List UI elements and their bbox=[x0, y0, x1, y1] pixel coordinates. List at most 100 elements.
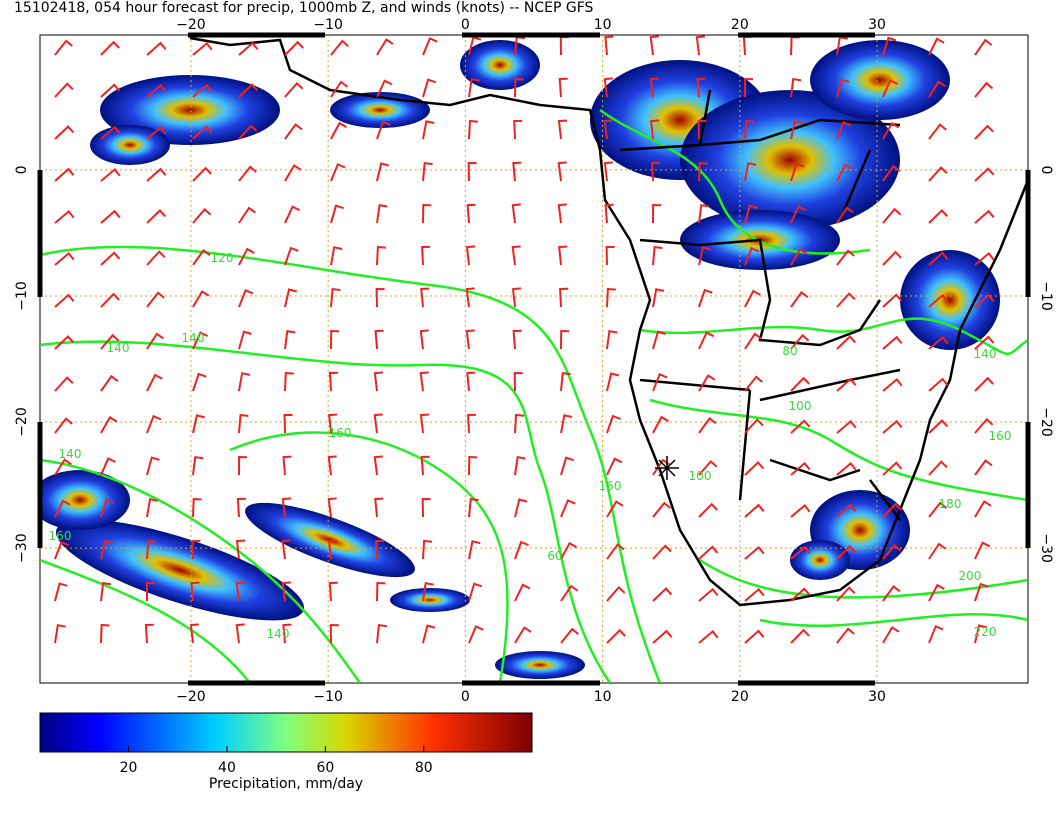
wind-barb bbox=[146, 125, 167, 140]
wind-barb bbox=[790, 162, 805, 182]
wind-barb bbox=[330, 121, 347, 140]
precipitation bbox=[40, 40, 1000, 679]
contour-label: 120 bbox=[211, 251, 234, 265]
wind-barb bbox=[100, 623, 110, 644]
wind-barb bbox=[560, 414, 573, 434]
wind-barb bbox=[974, 38, 993, 56]
y-tick-label: 0 bbox=[14, 165, 30, 174]
wind-barb bbox=[511, 203, 521, 224]
wind-barb bbox=[376, 245, 386, 266]
wind-barb bbox=[744, 545, 765, 560]
wind-barb bbox=[238, 330, 252, 350]
wind-barb bbox=[192, 331, 209, 350]
contour-label: 220 bbox=[974, 625, 997, 639]
wind-barb bbox=[511, 245, 521, 266]
wind-barb bbox=[465, 245, 476, 266]
contour-label: 60 bbox=[547, 549, 562, 563]
wind-barb bbox=[192, 497, 202, 518]
wind-barb bbox=[698, 246, 711, 266]
wind-barb bbox=[696, 77, 706, 98]
wind-barb bbox=[468, 625, 484, 644]
wind-barb bbox=[144, 623, 154, 644]
wind-barbs bbox=[54, 35, 995, 644]
colorbar-tick-label: 60 bbox=[316, 760, 334, 776]
wind-barb bbox=[330, 162, 346, 182]
wind-barb bbox=[192, 83, 213, 98]
wind-barb bbox=[882, 584, 901, 602]
contour-label: 160 bbox=[599, 479, 622, 493]
contour-label: 140 bbox=[107, 341, 130, 355]
wind-barb bbox=[744, 587, 765, 602]
wind-barb bbox=[836, 377, 857, 392]
wind-barb bbox=[284, 81, 304, 98]
wind-barb bbox=[974, 582, 989, 602]
wind-barb bbox=[284, 40, 304, 56]
wind-barb bbox=[652, 544, 672, 560]
wind-barb bbox=[744, 77, 754, 97]
wind-barb bbox=[928, 37, 945, 56]
wind-barb bbox=[744, 162, 757, 182]
wind-barb bbox=[54, 251, 75, 266]
title: 15102418, 054 hour forecast for precip, … bbox=[14, 0, 594, 16]
x-tick-label: 0 bbox=[461, 689, 470, 705]
contour-label: 200 bbox=[959, 569, 982, 583]
wind-barb bbox=[192, 41, 213, 56]
wind-barb bbox=[744, 461, 765, 476]
wind-barb bbox=[836, 627, 855, 644]
wind-barb bbox=[100, 457, 116, 476]
wind-barb bbox=[514, 456, 526, 476]
wind-barb bbox=[281, 539, 291, 560]
wind-barb bbox=[330, 246, 343, 266]
wind-barb bbox=[603, 161, 613, 182]
wind-barb bbox=[238, 455, 248, 476]
wind-barb bbox=[882, 502, 902, 518]
wind-barb bbox=[652, 415, 669, 434]
wind-barb bbox=[422, 37, 438, 56]
wind-barb bbox=[421, 497, 431, 518]
wind-barb bbox=[238, 247, 255, 266]
wind-barb bbox=[790, 77, 802, 98]
wind-barb bbox=[974, 376, 994, 392]
location-marker bbox=[655, 456, 679, 480]
wind-barb bbox=[467, 413, 477, 434]
wind-barb bbox=[420, 287, 430, 308]
wind-barb bbox=[328, 413, 338, 434]
wind-barb bbox=[882, 461, 903, 476]
y-tick-label: −10 bbox=[1038, 281, 1054, 311]
wind-barb bbox=[744, 120, 755, 140]
wind-barb bbox=[54, 417, 73, 434]
wind-barb bbox=[836, 335, 857, 350]
wind-barb bbox=[974, 624, 988, 644]
wind-barb bbox=[650, 161, 661, 182]
wind-barb bbox=[882, 626, 900, 644]
wind-barb bbox=[281, 497, 291, 518]
wind-barb bbox=[882, 419, 903, 434]
wind-barb bbox=[928, 460, 948, 476]
wind-barb bbox=[419, 413, 430, 434]
wind-barb bbox=[652, 245, 663, 266]
wind-barb bbox=[882, 293, 903, 308]
graticule bbox=[40, 35, 1028, 683]
wind-barb bbox=[235, 581, 245, 602]
wind-barb bbox=[928, 251, 949, 266]
wind-barb bbox=[882, 207, 902, 224]
wind-barb bbox=[238, 372, 251, 392]
wind-barb bbox=[790, 376, 810, 392]
wind-barb bbox=[649, 77, 659, 98]
wind-barb bbox=[836, 419, 857, 434]
wind-barb bbox=[376, 623, 388, 644]
wind-barb bbox=[468, 582, 483, 602]
wind-barb bbox=[698, 545, 719, 560]
wind-barb bbox=[606, 628, 626, 644]
wind-barb bbox=[606, 287, 616, 308]
wind-barb bbox=[928, 542, 946, 560]
wind-barb bbox=[54, 293, 75, 308]
wind-barb bbox=[604, 35, 614, 56]
wind-barb bbox=[514, 540, 529, 560]
wind-barb bbox=[697, 120, 707, 140]
wind-barb bbox=[974, 541, 991, 560]
wind-barb bbox=[330, 39, 350, 56]
wind-barb bbox=[100, 498, 115, 518]
wind-barb bbox=[236, 497, 246, 518]
wind-barb bbox=[974, 209, 995, 224]
